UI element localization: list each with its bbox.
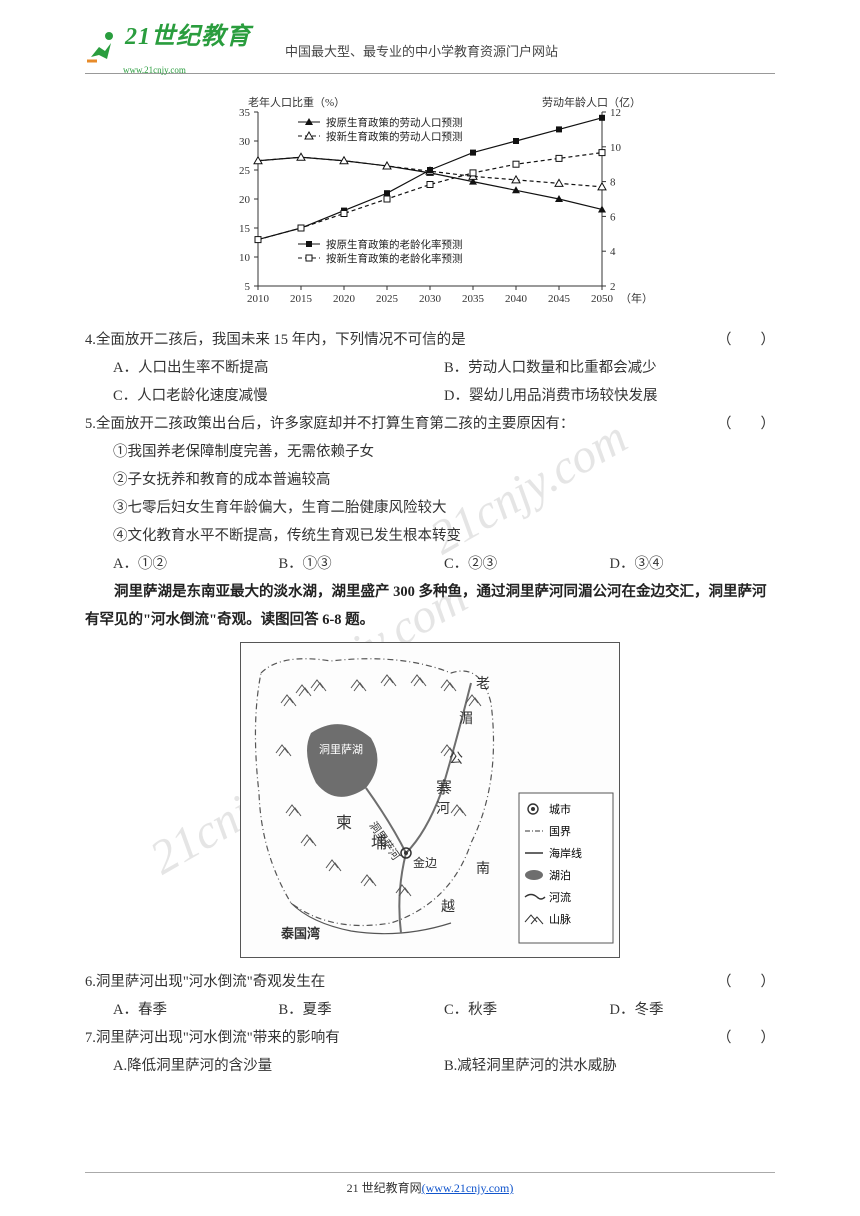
q7-B: B.减轻洞里萨河的洪水威胁	[444, 1052, 775, 1080]
svg-text:35: 35	[239, 107, 251, 119]
svg-text:越: 越	[441, 899, 455, 915]
tonle-sap-map: 金边洞里萨湖洞里萨河柬埔寨湄公河老越南泰国湾城市国界海岸线湖泊河流山脉	[240, 642, 620, 958]
svg-text:2020: 2020	[333, 293, 356, 305]
svg-text:南: 南	[476, 861, 490, 877]
page-header: 21世纪教育 www.21cnjy.com 中国最大型、最专业的中小学教育资源门…	[85, 18, 775, 74]
svg-text:2030: 2030	[419, 293, 442, 305]
svg-text:城市: 城市	[549, 802, 571, 816]
q6-text: 6.洞里萨河出现"河水倒流"奇观发生在	[85, 974, 325, 990]
header-tagline: 中国最大型、最专业的中小学教育资源门户网站	[285, 41, 558, 60]
svg-text:老: 老	[476, 676, 490, 692]
passage2: 洞里萨湖是东南亚最大的淡水湖，湖里盛产 300 多种鱼，通过洞里萨河同湄公河在金…	[85, 578, 775, 634]
svg-text:20: 20	[239, 194, 251, 206]
q5-B: B．①③	[279, 550, 445, 578]
logo-url: www.21cnjy.com	[123, 65, 251, 75]
q6-D: D．冬季	[610, 996, 776, 1024]
q6-stem: 6.洞里萨河出现"河水倒流"奇观发生在 （ ）	[85, 968, 775, 996]
chart-svg: 老年人口比重（%）劳动年龄人口（亿）5101520253035246810122…	[210, 94, 650, 312]
q7-row1: A.降低洞里萨河的含沙量 B.减轻洞里萨河的洪水威胁	[85, 1052, 775, 1080]
q7-stem: 7.洞里萨河出现"河水倒流"带来的影响有 （ ）	[85, 1024, 775, 1052]
page-footer: 21 世纪教育网(www.21cnjy.com)	[0, 1172, 860, 1196]
q7-A: A.降低洞里萨河的含沙量	[113, 1052, 444, 1080]
population-chart: 老年人口比重（%）劳动年龄人口（亿）5101520253035246810122…	[210, 94, 650, 312]
q6-B: B．夏季	[279, 996, 445, 1024]
svg-text:湖泊: 湖泊	[549, 869, 571, 882]
q5-s1: ①我国养老保障制度完善，无需依赖子女	[85, 438, 775, 466]
page-content: 老年人口比重（%）劳动年龄人口（亿）5101520253035246810122…	[85, 94, 775, 1080]
q5-s3: ③七零后妇女生育年龄偏大，生育二胎健康风险较大	[85, 494, 775, 522]
footer-link[interactable]: (www.21cnjy.com)	[422, 1181, 514, 1195]
svg-text:2045: 2045	[548, 293, 571, 305]
q6-A: A．春季	[113, 996, 279, 1024]
svg-text:10: 10	[239, 252, 251, 264]
svg-text:埔: 埔	[371, 834, 387, 852]
svg-text:15: 15	[239, 223, 251, 235]
svg-text:2010: 2010	[247, 293, 270, 305]
svg-text:劳动年龄人口（亿）: 劳动年龄人口（亿）	[542, 95, 641, 109]
q4-row2: C．人口老龄化速度减慢 D．婴幼儿用品消费市场较快发展	[85, 382, 775, 410]
svg-text:老年人口比重（%）: 老年人口比重（%）	[248, 95, 345, 109]
svg-text:按新生育政策的劳动人口预测: 按新生育政策的劳动人口预测	[326, 130, 463, 143]
svg-text:河流: 河流	[549, 890, 571, 904]
svg-text:按新生育政策的老龄化率预测: 按新生育政策的老龄化率预测	[326, 252, 463, 265]
svg-text:5: 5	[245, 281, 251, 293]
svg-text:泰国湾: 泰国湾	[280, 926, 320, 941]
footer-text: 21 世纪教育网	[347, 1181, 422, 1195]
q6-paren: （ ）	[717, 968, 775, 996]
q7-paren: （ ）	[717, 1024, 775, 1052]
svg-text:2040: 2040	[505, 293, 528, 305]
q4-stem: 4.全面放开二孩后，我国未来 15 年内，下列情况不可信的是 （ ）	[85, 326, 775, 354]
svg-text:2050: 2050	[591, 293, 614, 305]
q6-C: C．秋季	[444, 996, 610, 1024]
svg-text:2035: 2035	[462, 293, 485, 305]
map-svg: 金边洞里萨湖洞里萨河柬埔寨湄公河老越南泰国湾城市国界海岸线湖泊河流山脉	[241, 643, 617, 955]
q4-B: B．劳动人口数量和比重都会减少	[444, 354, 775, 382]
svg-text:2025: 2025	[376, 293, 399, 305]
svg-text:按原生育政策的老龄化率预测: 按原生育政策的老龄化率预测	[326, 238, 463, 251]
svg-text:30: 30	[239, 136, 251, 148]
q5-paren: （ ）	[717, 410, 775, 438]
svg-text:国界: 国界	[549, 825, 571, 838]
svg-text:海岸线: 海岸线	[549, 846, 582, 860]
q4-text: 4.全面放开二孩后，我国未来 15 年内，下列情况不可信的是	[85, 332, 466, 348]
q4-C: C．人口老龄化速度减慢	[113, 382, 444, 410]
svg-text:25: 25	[239, 165, 251, 177]
svg-text:金边: 金边	[413, 855, 437, 870]
q5-A: A．①②	[113, 550, 279, 578]
svg-text:2015: 2015	[290, 293, 313, 305]
q4-A: A．人口出生率不断提高	[113, 354, 444, 382]
svg-text:公: 公	[449, 752, 463, 767]
q5-C: C．②③	[444, 550, 610, 578]
q5-options: A．①② B．①③ C．②③ D．③④	[85, 550, 775, 578]
svg-text:洞里萨湖: 洞里萨湖	[319, 743, 363, 756]
q6-options: A．春季 B．夏季 C．秋季 D．冬季	[85, 996, 775, 1024]
q5-s2: ②子女抚养和教育的成本普遍较高	[85, 466, 775, 494]
logo-text: 21世纪教育	[125, 16, 251, 51]
q4-paren: （ ）	[717, 326, 775, 354]
q4-D: D．婴幼儿用品消费市场较快发展	[444, 382, 775, 410]
q7-text: 7.洞里萨河出现"河水倒流"带来的影响有	[85, 1030, 340, 1046]
svg-text:按原生育政策的劳动人口预测: 按原生育政策的劳动人口预测	[326, 116, 463, 129]
svg-text:4: 4	[610, 246, 616, 258]
footer-divider	[85, 1172, 775, 1173]
runner-icon	[85, 29, 119, 63]
q4-row1: A．人口出生率不断提高 B．劳动人口数量和比重都会减少	[85, 354, 775, 382]
q5-stem: 5.全面放开二孩政策出台后，许多家庭却并不打算生育第二孩的主要原因有： （ ）	[85, 410, 775, 438]
svg-text:湄: 湄	[459, 711, 473, 727]
q5-s4: ④文化教育水平不断提高，传统生育观已发生根本转变	[85, 522, 775, 550]
site-logo: 21世纪教育 www.21cnjy.com	[85, 16, 251, 75]
svg-text:寨: 寨	[436, 779, 452, 797]
svg-text:山脉: 山脉	[549, 912, 571, 926]
q5-D: D．③④	[610, 550, 776, 578]
svg-text:柬: 柬	[336, 814, 352, 832]
svg-text:10: 10	[610, 142, 622, 154]
svg-text:（年）: （年）	[620, 291, 650, 305]
q5-text: 5.全面放开二孩政策出台后，许多家庭却并不打算生育第二孩的主要原因有：	[85, 416, 574, 432]
svg-text:12: 12	[610, 107, 621, 119]
svg-text:8: 8	[610, 177, 616, 189]
svg-text:河: 河	[436, 801, 450, 817]
svg-text:2: 2	[610, 281, 616, 293]
svg-text:6: 6	[610, 211, 616, 223]
